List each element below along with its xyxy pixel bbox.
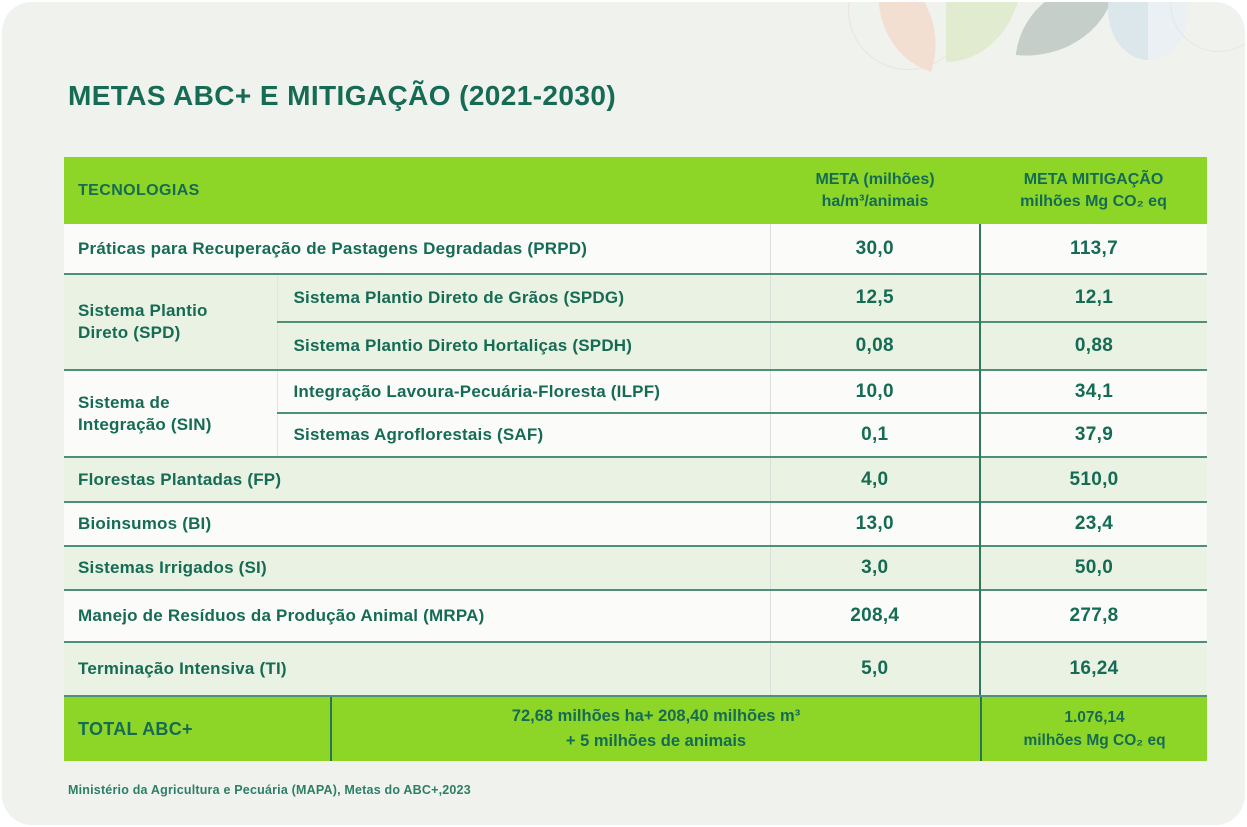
mitigation-value: 37,9 <box>979 412 1207 458</box>
mitigation-value: 23,4 <box>979 501 1207 547</box>
group-label-spd: Sistema Plantio Direto (SPD) <box>64 273 278 371</box>
total-mitigation: 1.076,14 milhões Mg CO₂ eq <box>980 697 1207 762</box>
row-label: Integração Lavoura-Pecuária-Floresta (IL… <box>277 369 770 414</box>
mitigation-value: 34,1 <box>979 369 1207 414</box>
column-header-meta-line2: ha/m³/animais <box>821 192 929 210</box>
table-row-spdg: Sistema Plantio Direto (SPD) Sistema Pla… <box>64 273 1207 371</box>
mitigation-value: 277,8 <box>979 589 1207 643</box>
column-header-mitigacao: META MITIGAÇÃO milhões Mg CO₂ eq <box>980 157 1207 225</box>
meta-value: 0,08 <box>769 321 980 371</box>
page-title: METAS ABC+ E MITIGAÇÃO (2021-2030) <box>68 80 617 111</box>
row-label: Sistema Plantio Direto de Grãos (SPDG) <box>277 273 770 323</box>
table-row-spdh: Sistema Plantio Direto Hortaliças (SPDH)… <box>64 321 1207 371</box>
meta-value: 30,0 <box>769 224 980 275</box>
metas-table: TECNOLOGIAS META (milhões) ha/m³/animais… <box>64 157 1207 696</box>
row-label: Sistemas Irrigados (SI) <box>64 545 770 591</box>
group-label-sin: Sistema de Integração (SIN) <box>64 369 278 458</box>
meta-value: 4,0 <box>769 456 980 503</box>
row-label: Manejo de Resíduos da Produção Animal (M… <box>64 589 770 643</box>
row-label: Florestas Plantadas (FP) <box>64 456 770 503</box>
row-label: Sistemas Agroflorestais (SAF) <box>277 412 770 458</box>
column-header-meta-line1: META (milhões) <box>815 171 935 189</box>
total-mitigation-line1: 1.076,14 <box>1064 708 1125 726</box>
total-label-text: TOTAL ABC+ <box>78 718 193 739</box>
column-header-meta: META (milhões) ha/m³/animais <box>770 157 980 225</box>
mitigation-value: 510,0 <box>979 456 1207 503</box>
table-row-saf: Sistemas Agroflorestais (SAF) 0,1 37,9 <box>64 412 1207 458</box>
mitigation-value: 12,1 <box>979 273 1207 323</box>
sage-leaf-icon <box>1015 2 1117 65</box>
total-meta: 72,68 milhões ha+ 208,40 milhões m³ + 5 … <box>330 697 980 762</box>
table-row-fp: Florestas Plantadas (FP) 4,0 510,0 <box>64 456 1207 503</box>
table-row-ti: Terminação Intensiva (TI) 5,0 16,24 <box>64 641 1207 696</box>
meta-value: 10,0 <box>769 369 980 414</box>
table-row-si: Sistemas Irrigados (SI) 3,0 50,0 <box>64 545 1207 591</box>
table-row-mrpa: Manejo de Resíduos da Produção Animal (M… <box>64 589 1207 643</box>
table-row-ilpf: Sistema de Integração (SIN) Integração L… <box>64 369 1207 458</box>
green-leaf-icon <box>946 2 1022 62</box>
mitigation-value: 50,0 <box>979 545 1207 591</box>
table-row-bi: Bioinsumos (BI) 13,0 23,4 <box>64 501 1207 547</box>
total-mitigation-line2: milhões Mg CO₂ eq <box>1023 732 1166 750</box>
row-label: Práticas para Recuperação de Pastagens D… <box>64 224 770 275</box>
meta-value: 12,5 <box>769 273 980 323</box>
outline-circle-icon <box>1170 2 1245 52</box>
meta-value: 208,4 <box>769 589 980 643</box>
total-meta-line1: 72,68 milhões ha+ 208,40 milhões m³ <box>511 707 801 726</box>
column-header-mitigacao-line1: META MITIGAÇÃO <box>1023 171 1164 189</box>
mitigation-value: 0,88 <box>979 321 1207 371</box>
total-label: TOTAL ABC+ <box>64 697 330 761</box>
mitigation-value: 113,7 <box>979 224 1207 275</box>
source-text: Ministério da Agricultura e Pecuária (MA… <box>68 783 471 798</box>
meta-value: 0,1 <box>769 412 980 458</box>
meta-value: 13,0 <box>769 501 980 547</box>
column-header-mitigacao-line2: milhões Mg CO₂ eq <box>1020 192 1167 210</box>
row-label: Bioinsumos (BI) <box>64 501 770 547</box>
table-row-prpd: Práticas para Recuperação de Pastagens D… <box>64 224 1207 275</box>
column-header-tecnologias: TECNOLOGIAS <box>64 157 770 225</box>
meta-value: 5,0 <box>769 641 980 696</box>
table-header-row: TECNOLOGIAS META (milhões) ha/m³/animais… <box>64 157 1207 225</box>
row-label: Terminação Intensiva (TI) <box>64 641 770 696</box>
total-meta-line2: + 5 milhões de animais <box>565 732 747 751</box>
meta-value: 3,0 <box>769 545 980 591</box>
mitigation-value: 16,24 <box>979 641 1207 696</box>
row-label: Sistema Plantio Direto Hortaliças (SPDH) <box>277 321 770 371</box>
total-row: TOTAL ABC+ 72,68 milhões ha+ 208,40 milh… <box>64 695 1207 762</box>
